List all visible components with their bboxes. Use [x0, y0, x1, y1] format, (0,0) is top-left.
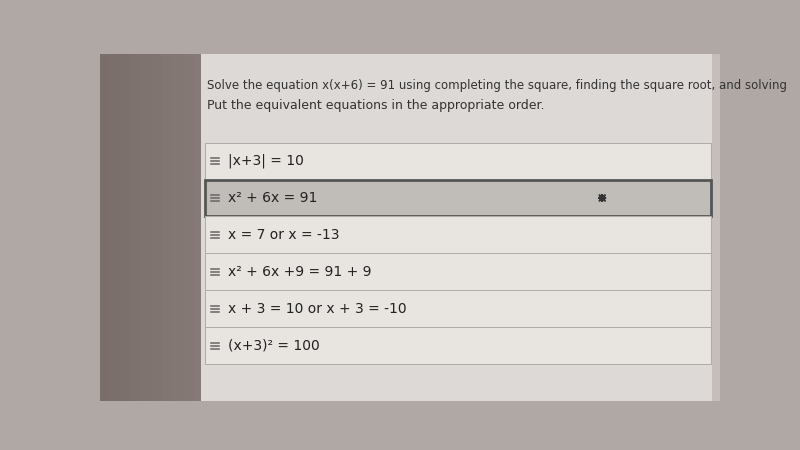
Bar	[462, 54, 472, 400]
Bar	[534, 54, 544, 400]
Text: (x+3)² = 100: (x+3)² = 100	[228, 339, 320, 353]
Text: Solve the equation x(x+6) = 91 using completing the square, finding the square r: Solve the equation x(x+6) = 91 using com…	[207, 79, 787, 92]
Bar	[472, 54, 482, 400]
Bar	[596, 54, 606, 400]
Bar	[638, 54, 648, 400]
Bar	[575, 54, 586, 400]
Bar	[420, 54, 430, 400]
Bar	[286, 54, 296, 400]
Text: x² + 6x = 91: x² + 6x = 91	[228, 191, 318, 205]
Bar	[296, 54, 306, 400]
Text: x = 7 or x = -13: x = 7 or x = -13	[228, 228, 339, 242]
Bar	[493, 54, 503, 400]
Bar	[205, 216, 710, 253]
Bar	[338, 54, 348, 400]
Bar	[524, 54, 534, 400]
Bar	[224, 54, 234, 400]
Bar	[266, 54, 276, 400]
Bar	[482, 54, 493, 400]
Bar	[205, 180, 710, 216]
Bar	[617, 54, 627, 400]
Bar	[255, 54, 266, 400]
Bar	[110, 54, 121, 400]
Bar	[678, 54, 689, 400]
Bar	[544, 54, 554, 400]
Bar	[379, 54, 390, 400]
Bar	[627, 54, 638, 400]
Bar	[410, 54, 420, 400]
Bar	[306, 54, 317, 400]
Bar	[327, 54, 338, 400]
Bar	[699, 54, 710, 400]
Bar	[586, 54, 596, 400]
Bar	[245, 54, 255, 400]
Bar	[276, 54, 286, 400]
Bar	[203, 54, 214, 400]
Bar	[205, 143, 710, 180]
Bar	[503, 54, 514, 400]
Bar	[152, 54, 162, 400]
Bar	[606, 54, 617, 400]
Bar	[121, 54, 131, 400]
Bar	[348, 54, 358, 400]
Bar	[162, 54, 172, 400]
Bar	[658, 54, 668, 400]
Bar	[234, 54, 245, 400]
Bar	[100, 54, 110, 400]
Bar	[565, 54, 575, 400]
Bar	[710, 54, 720, 400]
Bar	[369, 54, 379, 400]
Bar	[205, 290, 710, 327]
Bar	[182, 54, 193, 400]
Bar	[201, 54, 712, 400]
Bar	[648, 54, 658, 400]
Bar	[205, 327, 710, 364]
Bar	[142, 54, 152, 400]
Text: x² + 6x +9 = 91 + 9: x² + 6x +9 = 91 + 9	[228, 265, 371, 279]
Bar	[193, 54, 203, 400]
Bar	[451, 54, 462, 400]
Bar	[131, 54, 142, 400]
Bar	[358, 54, 369, 400]
Text: Put the equivalent equations in the appropriate order.: Put the equivalent equations in the appr…	[207, 99, 545, 112]
Bar	[554, 54, 565, 400]
Bar	[172, 54, 182, 400]
Bar	[390, 54, 400, 400]
Text: x + 3 = 10 or x + 3 = -10: x + 3 = 10 or x + 3 = -10	[228, 302, 406, 316]
Bar	[668, 54, 678, 400]
Bar	[514, 54, 524, 400]
Bar	[689, 54, 699, 400]
Bar	[400, 54, 410, 400]
Bar	[205, 253, 710, 290]
Bar	[214, 54, 224, 400]
Bar	[430, 54, 441, 400]
Bar	[317, 54, 327, 400]
Text: |x+3| = 10: |x+3| = 10	[228, 154, 304, 168]
Bar	[441, 54, 451, 400]
